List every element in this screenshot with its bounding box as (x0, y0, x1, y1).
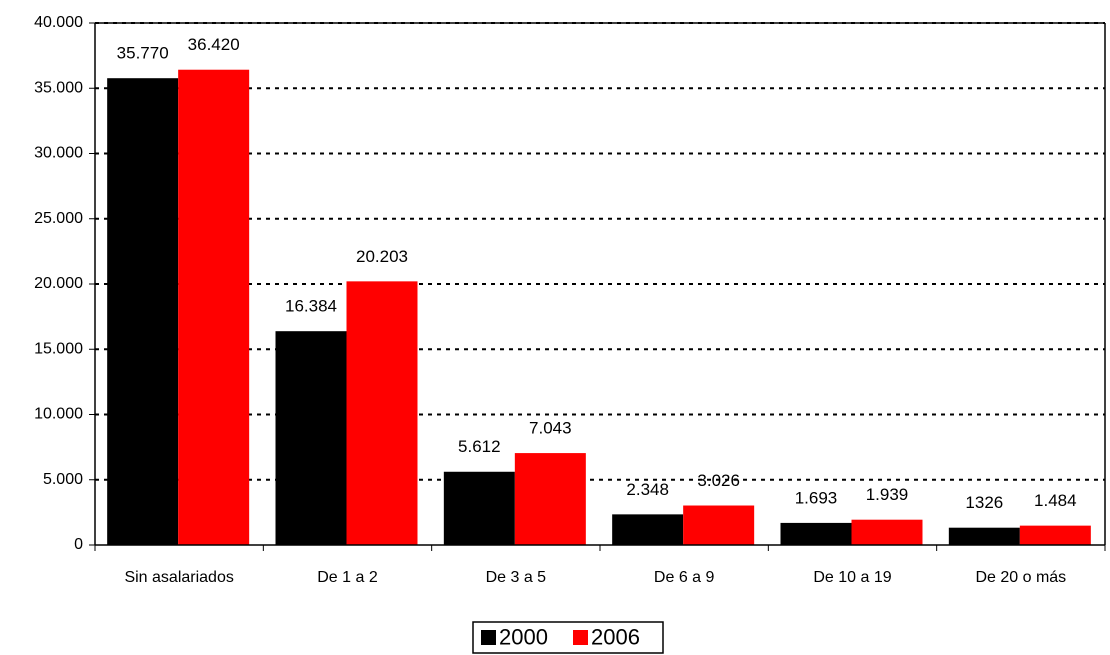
data-label: 7.043 (529, 419, 572, 438)
data-label: 2.348 (626, 480, 669, 499)
x-tick-label: Sin asalariados (124, 569, 233, 586)
data-label: 1.484 (1034, 491, 1077, 510)
y-tick-label: 40.000 (34, 14, 83, 31)
y-tick-label: 0 (74, 536, 83, 553)
legend-swatch (573, 630, 588, 645)
data-label: 1326 (965, 493, 1003, 512)
legend-swatch (481, 630, 496, 645)
y-tick-label: 35.000 (34, 79, 83, 96)
data-label: 16.384 (285, 297, 337, 316)
bar (514, 453, 586, 545)
bar (346, 281, 418, 545)
data-label: 20.203 (356, 247, 408, 266)
bar (1019, 525, 1091, 545)
bar (948, 527, 1020, 545)
legend-box (472, 621, 664, 654)
x-tick-label: De 20 o más (975, 569, 1066, 586)
x-tick-label: De 10 a 19 (813, 569, 891, 586)
x-tick-label: De 1 a 2 (317, 569, 378, 586)
x-tick-label: De 6 a 9 (654, 569, 715, 586)
data-label: 1.939 (866, 485, 909, 504)
bar (178, 69, 250, 546)
data-label: 1.693 (795, 488, 838, 507)
legend-label: 2006 (591, 624, 640, 649)
bar (851, 519, 923, 545)
y-tick-label: 25.000 (34, 210, 83, 227)
bar (443, 471, 515, 545)
data-label: 36.420 (188, 35, 240, 54)
y-tick-label: 30.000 (34, 145, 83, 162)
bar (780, 522, 852, 545)
legend-label: 2000 (499, 624, 548, 649)
y-tick-label: 20.000 (34, 275, 83, 292)
bar (683, 505, 755, 545)
data-label: 3.026 (697, 471, 740, 490)
bar (612, 514, 684, 545)
y-tick-label: 5.000 (43, 471, 83, 488)
y-tick-label: 10.000 (34, 406, 83, 423)
bar (107, 78, 179, 545)
x-tick-label: De 3 a 5 (486, 569, 547, 586)
y-tick-label: 15.000 (34, 340, 83, 357)
data-label: 35.770 (117, 44, 169, 63)
bar (275, 331, 347, 545)
data-label: 5.612 (458, 437, 501, 456)
